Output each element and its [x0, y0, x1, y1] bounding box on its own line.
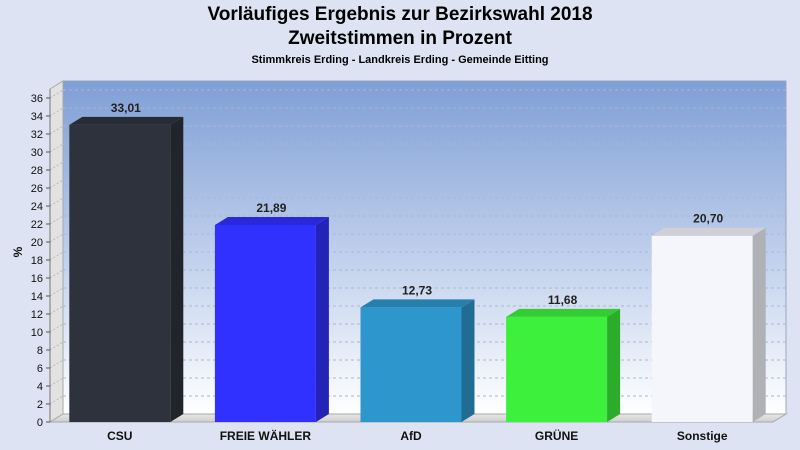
y-tick-label: 10 [31, 327, 43, 339]
bar-value-label: 12,73 [402, 283, 432, 297]
bar-value-label: 33,01 [111, 101, 141, 115]
y-tick-label: 36 [31, 93, 43, 105]
bar-front [651, 235, 753, 422]
x-axis: CSU FREIE WÄHLER AfD GRÜNE Sonstige [107, 428, 728, 443]
bar-front [214, 224, 316, 422]
left-wall [49, 80, 64, 423]
y-axis-label: % [11, 246, 25, 257]
grid-line-side [49, 323, 64, 333]
bars [69, 116, 766, 422]
grid-line-side [49, 395, 64, 405]
bar [360, 299, 475, 422]
x-category-label: FREIE WÄHLER [220, 428, 312, 443]
y-tick-label: 12 [31, 309, 43, 321]
grid-line-side [49, 179, 64, 189]
bar-front [360, 307, 462, 422]
grid-line-side [49, 125, 64, 135]
chart-title: Vorläufiges Ergebnis zur Bezirkswahl 201… [207, 4, 593, 25]
bar [506, 308, 621, 422]
y-tick-label: 32 [31, 129, 43, 141]
x-category-label: CSU [107, 429, 132, 443]
grid-line-side [49, 305, 64, 315]
chart-subtitle: Zweitstimmen in Prozent [288, 28, 512, 49]
bar-front [506, 316, 608, 422]
bar-side [461, 299, 475, 422]
y-tick-label: 22 [31, 219, 43, 231]
y-tick-label: 2 [37, 399, 43, 411]
grid-line-side [49, 233, 64, 243]
grid-line-side [49, 377, 64, 387]
y-tick-label: 28 [31, 165, 43, 177]
x-category-label: GRÜNE [535, 428, 578, 443]
x-category-label: Sonstige [677, 429, 728, 443]
grid-line-side [49, 359, 64, 369]
bar-side [752, 227, 766, 422]
bar-value-label: 11,68 [548, 293, 578, 307]
bar [69, 116, 184, 422]
y-tick-label: 20 [31, 237, 43, 249]
grid-line-side [49, 251, 64, 261]
y-tick-label: 26 [31, 183, 43, 195]
bar-value-label: 21,89 [256, 201, 286, 215]
grid-line-side [49, 89, 64, 99]
grid-line-side [49, 161, 64, 171]
bar-top [506, 308, 621, 317]
grid-line-side [49, 341, 64, 351]
grid-line-side [49, 143, 64, 153]
y-tick-label: 14 [31, 291, 43, 303]
y-tick-label: 16 [31, 273, 43, 285]
x-category-label: AfD [400, 429, 422, 443]
y-tick-label: 4 [37, 381, 43, 393]
bar-top [651, 227, 766, 236]
grid-line-side [49, 215, 64, 225]
y-tick-label: 0 [37, 417, 43, 429]
y-tick-label: 8 [37, 345, 43, 357]
bar-top [214, 216, 329, 225]
bar-side [170, 116, 184, 422]
grid-line-side [49, 269, 64, 279]
chart-caption: Stimmkreis Erding - Landkreis Erding - G… [251, 54, 549, 66]
grid-line-side [49, 197, 64, 207]
grid-line-side [49, 107, 64, 117]
bar-top [360, 299, 475, 308]
value-labels: 33,01 21,89 12,73 11,68 20,70 [111, 101, 724, 307]
bar-top [69, 116, 184, 125]
y-tick-label: 6 [37, 363, 43, 375]
y-tick-label: 18 [31, 255, 43, 267]
y-tick-label: 24 [31, 201, 43, 213]
y-tick-label: 34 [31, 111, 43, 123]
bar-value-label: 20,70 [693, 212, 723, 226]
bar [651, 227, 766, 422]
y-tick-label: 30 [31, 147, 43, 159]
bar-side [315, 216, 329, 422]
bar-side [607, 308, 621, 422]
bar [214, 216, 329, 422]
bar-front [69, 124, 171, 422]
grid-line-side [49, 287, 64, 297]
